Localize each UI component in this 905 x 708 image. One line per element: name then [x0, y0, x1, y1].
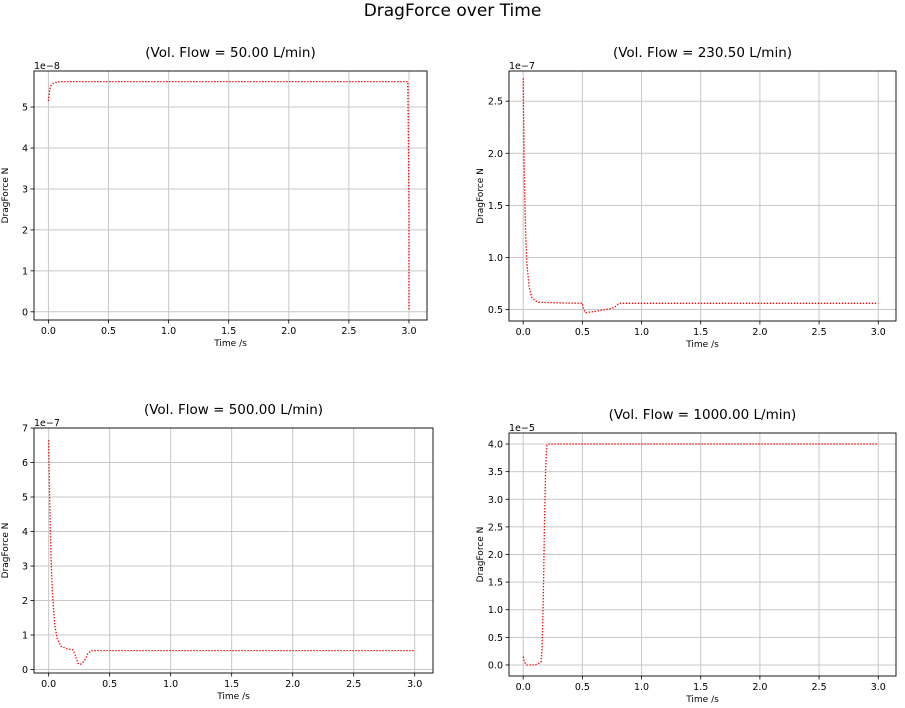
y-tick-label: 7 — [22, 424, 28, 435]
x-tick-label: 0.0 — [516, 327, 531, 338]
x-tick-label: 1.5 — [221, 326, 236, 337]
y-tick-label: 4.0 — [488, 440, 503, 451]
x-tick-label: 0.5 — [575, 682, 590, 693]
x-tick-label: 0.5 — [575, 327, 590, 338]
x-tick-label: 0.0 — [41, 679, 56, 690]
y-tick-label: 2 — [22, 596, 28, 607]
x-tick-label: 0.5 — [102, 679, 117, 690]
subplot-vol-flow-1000: (Vol. Flow = 1000.00 L/min) 0.0 0.5 1.0 1.5 2… — [476, 407, 897, 705]
y-tick-label: 1.5 — [488, 201, 503, 212]
x-tick-label: 0.5 — [101, 326, 116, 337]
y-tick-label: 5 — [22, 493, 28, 504]
x-tick-label: 1.0 — [634, 327, 649, 338]
series-line — [47, 440, 415, 666]
subplot-vol-flow-500: (Vol. Flow = 500.00 L/min) 0.0 0.5 1.0 1.5 2.… — [1, 402, 434, 702]
axis-offset-text: 1e−5 — [509, 423, 535, 434]
x-tick-label: 2.0 — [281, 326, 296, 337]
y-tick-label: 2 — [22, 225, 28, 236]
x-tick-label: 1.0 — [163, 679, 178, 690]
series-line — [47, 80, 410, 310]
x-tick-label: 3.0 — [401, 326, 416, 337]
y-tick-label: 0.5 — [488, 305, 503, 316]
x-tick-label: 2.0 — [752, 327, 767, 338]
y-tick-label: 3.5 — [488, 467, 503, 478]
axes-frame — [508, 70, 897, 322]
y-tick-label: 1.0 — [488, 253, 503, 264]
subplot-title: (Vol. Flow = 500.00 L/min) — [144, 402, 323, 418]
subplot-title: (Vol. Flow = 1000.00 L/min) — [609, 407, 797, 423]
axes-frame — [33, 427, 434, 674]
x-tick-label: 1.5 — [224, 679, 239, 690]
y-axis-label: DragForce N — [1, 523, 11, 579]
x-axis-label: Time /s — [216, 692, 250, 702]
x-tick-label: 3.0 — [407, 679, 422, 690]
y-axis-label: DragForce N — [476, 168, 486, 224]
x-tick-label: 2.5 — [812, 682, 827, 693]
series-line — [522, 443, 879, 666]
y-tick-label: 6 — [22, 458, 28, 469]
y-tick-label: 1.0 — [488, 605, 503, 616]
y-tick-label: 2.0 — [488, 149, 503, 160]
axis-offset-text: 1e−8 — [34, 61, 60, 72]
subplot-vol-flow-50: (Vol. Flow = 50.00 L/min) 0.0 0.5 1.0 1.5 2.0… — [1, 45, 428, 349]
x-axis-label: Time /s — [685, 695, 719, 705]
figure-title: DragForce over Time — [363, 1, 542, 21]
y-tick-label: 4 — [22, 527, 28, 538]
y-tick-label: 1 — [22, 266, 28, 277]
x-tick-label: 1.0 — [161, 326, 176, 337]
y-tick-label: 3.0 — [488, 495, 503, 506]
x-tick-label: 2.5 — [341, 326, 356, 337]
x-tick-label: 2.0 — [752, 682, 767, 693]
x-tick-label: 1.5 — [693, 682, 708, 693]
y-tick-label: 3 — [22, 184, 28, 195]
x-tick-label: 3.0 — [871, 327, 886, 338]
x-tick-label: 1.5 — [693, 327, 708, 338]
x-tick-label: 1.0 — [634, 682, 649, 693]
y-axis-label: DragForce N — [1, 168, 11, 224]
y-tick-label: 0.0 — [488, 660, 503, 671]
subplot-title: (Vol. Flow = 50.00 L/min) — [145, 45, 316, 61]
axes-frame — [33, 70, 428, 321]
axis-offset-text: 1e−7 — [34, 418, 60, 429]
x-tick-label: 2.5 — [812, 327, 827, 338]
y-tick-label: 1 — [22, 631, 28, 642]
series-line — [522, 78, 879, 314]
y-tick-label: 3 — [22, 562, 28, 573]
x-tick-label: 0.0 — [516, 682, 531, 693]
y-axis-label: DragForce N — [476, 527, 486, 583]
subplot-title: (Vol. Flow = 230.50 L/min) — [613, 45, 792, 61]
axis-offset-text: 1e−7 — [509, 61, 535, 72]
y-tick-label: 2.5 — [488, 97, 503, 108]
y-tick-label: 0.5 — [488, 633, 503, 644]
subplot-vol-flow-230-50: (Vol. Flow = 230.50 L/min) 0.0 0.5 1.0 1.5 2.… — [476, 45, 897, 350]
x-axis-label: Time /s — [213, 339, 247, 349]
x-axis-label: Time /s — [685, 340, 719, 350]
y-tick-label: 1.5 — [488, 578, 503, 589]
x-tick-label: 3.0 — [871, 682, 886, 693]
y-tick-label: 0 — [22, 307, 28, 318]
x-tick-label: 2.5 — [346, 679, 361, 690]
x-tick-label: 2.0 — [285, 679, 300, 690]
y-tick-label: 5 — [22, 103, 28, 114]
x-tick-label: 0.0 — [41, 326, 56, 337]
y-tick-label: 2.5 — [488, 522, 503, 533]
y-tick-label: 4 — [22, 143, 28, 154]
y-tick-label: 0 — [22, 665, 28, 676]
y-tick-label: 2.0 — [488, 550, 503, 561]
